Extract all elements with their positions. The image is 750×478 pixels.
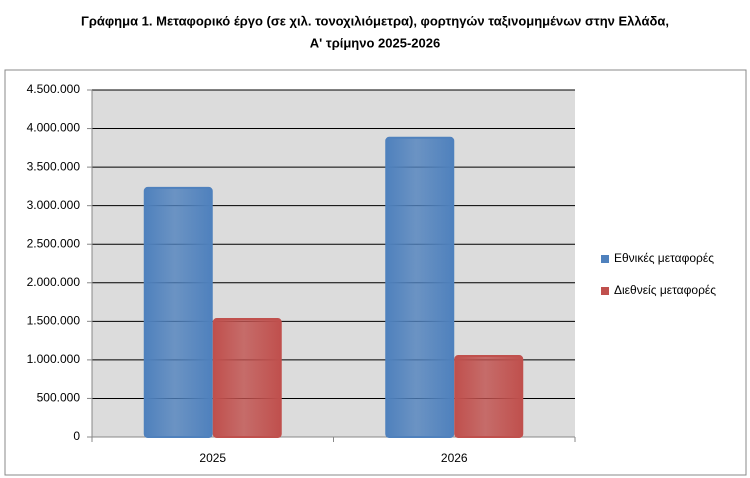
y-tick-label: 1.000.000 [27, 352, 81, 366]
bar [385, 136, 455, 438]
bar [212, 318, 282, 438]
y-tick-label: 2.500.000 [27, 236, 81, 250]
y-tick-label: 3.000.000 [27, 198, 81, 212]
y-tick-label: 4.000.000 [27, 121, 81, 135]
bar [454, 355, 524, 438]
legend-swatch [601, 287, 609, 295]
legend-swatch [601, 255, 609, 263]
y-tick-label: 0 [73, 429, 80, 443]
y-tick-label: 3.500.000 [27, 159, 81, 173]
x-tick-label: 2026 [441, 451, 468, 465]
chart-title: Α' τρίμηνο 2025-2026 [310, 35, 440, 50]
x-tick-label: 2025 [199, 451, 226, 465]
y-tick-label: 500.000 [37, 391, 81, 405]
bar [143, 186, 213, 438]
y-tick-label: 4.500.000 [27, 82, 81, 96]
y-tick-label: 1.500.000 [27, 314, 81, 328]
y-tick-label: 2.000.000 [27, 275, 81, 289]
legend-label: Εθνικές μεταφορές [614, 251, 714, 265]
legend-label: Διεθνείς μεταφορές [614, 283, 716, 297]
chart-title: Γράφημα 1. Μεταφορικό έργο (σε χιλ. τονο… [81, 13, 669, 28]
